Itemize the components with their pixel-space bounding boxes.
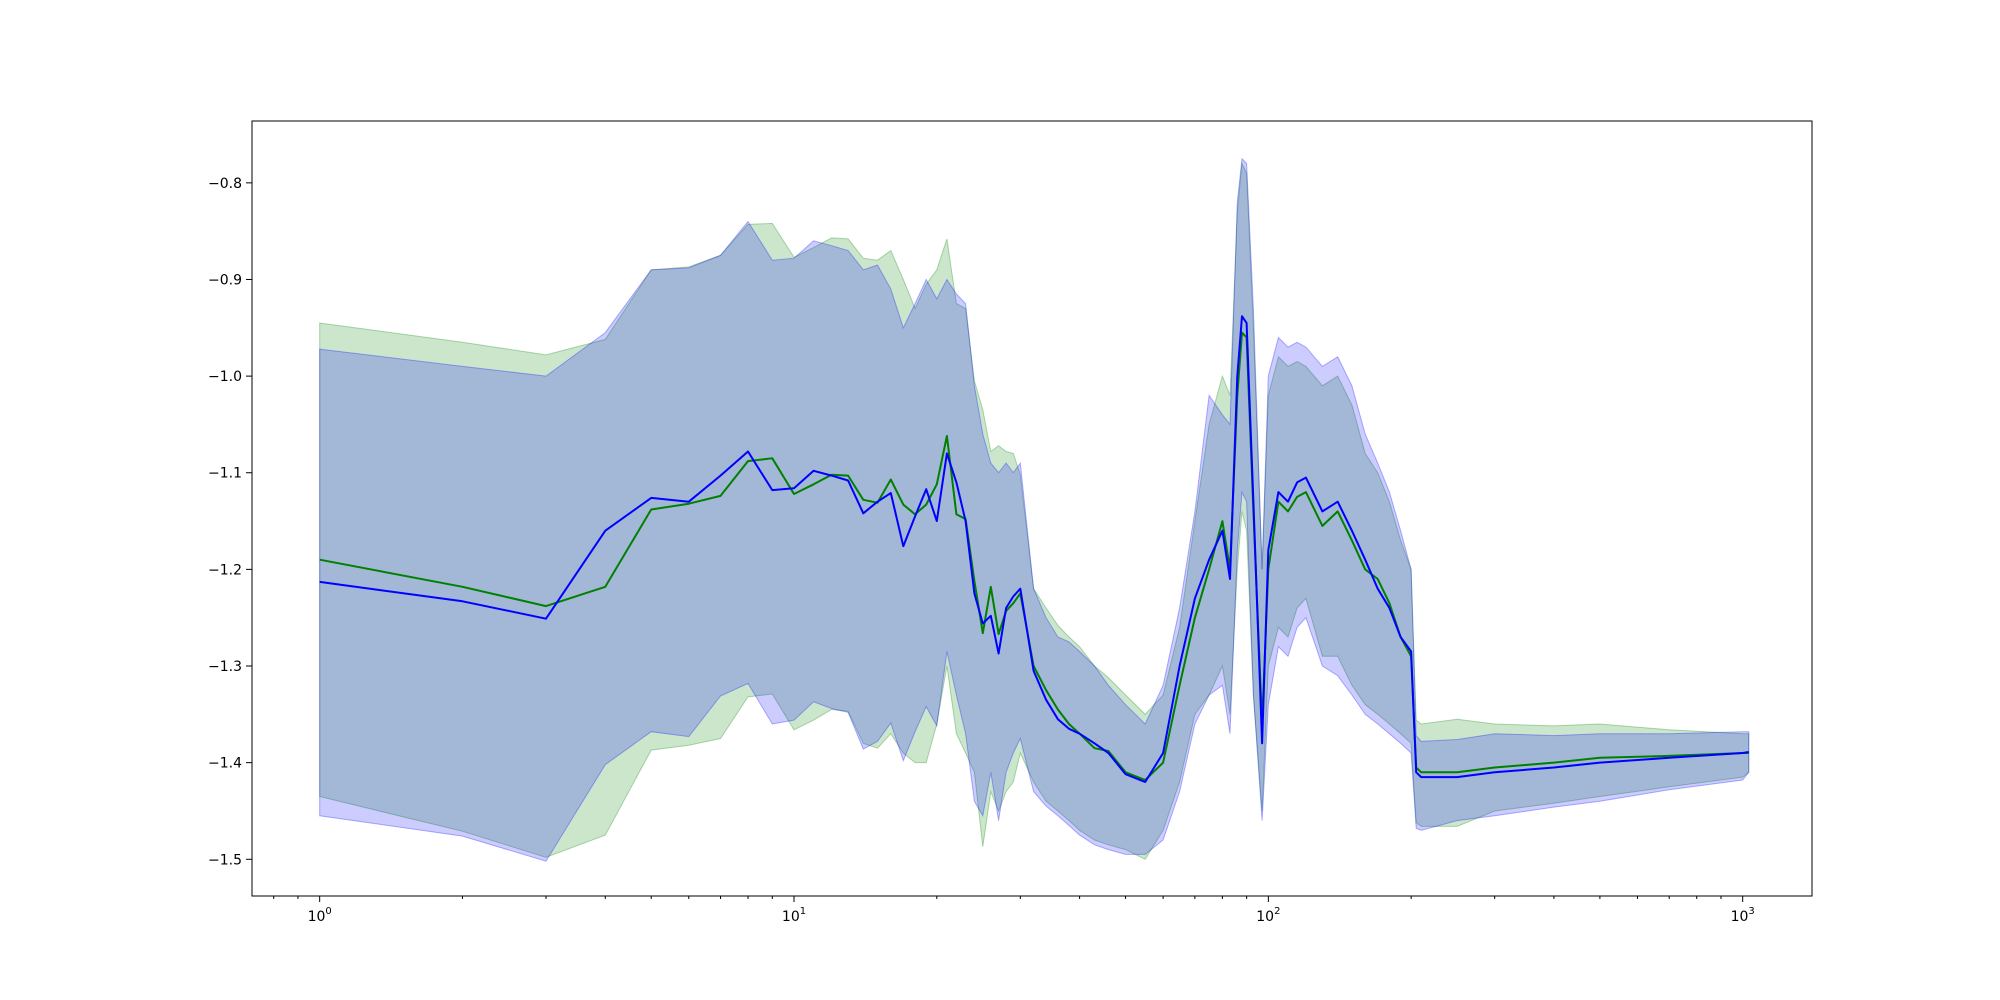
- x-tick-label: 103: [1731, 906, 1755, 925]
- y-tick-label: −1.3: [208, 659, 242, 675]
- y-tick-label: −1.4: [208, 756, 242, 772]
- y-tick-label: −0.8: [208, 176, 242, 192]
- x-tick-label: 102: [1256, 906, 1280, 925]
- x-axis: 100 101 102 103: [273, 896, 1755, 925]
- y-tick-label: −1.0: [208, 369, 242, 385]
- y-axis: −0.8 −0.9 −1.0 −1.1 −1.2 −1.3 −1.4 −1.5: [208, 176, 252, 868]
- series-1-line: [319, 331, 1749, 781]
- plot-area: [319, 157, 1750, 862]
- y-tick-label: −1.1: [208, 466, 242, 482]
- axes-frame: [251, 120, 1813, 897]
- x-tick-label: 100: [308, 906, 332, 925]
- series-2-band: [319, 157, 1750, 862]
- y-tick-label: −1.5: [208, 852, 242, 868]
- series-2-line: [319, 315, 1749, 783]
- x-tick-label: 101: [782, 906, 806, 925]
- series-1-band: [319, 161, 1750, 860]
- y-tick-label: −1.2: [208, 562, 242, 578]
- y-tick-label: −0.9: [208, 272, 242, 288]
